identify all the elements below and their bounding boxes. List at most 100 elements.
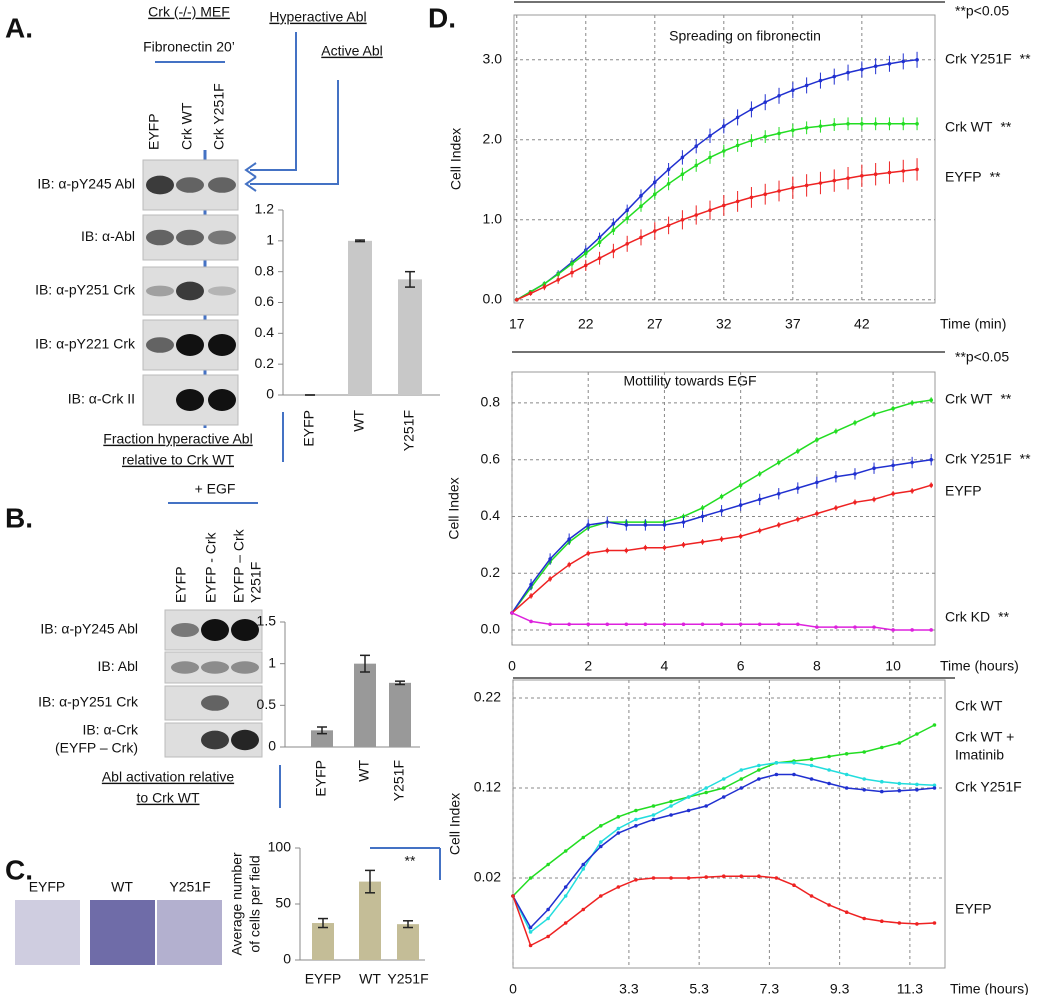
x-axis-label: Fraction hyperactive Abl bbox=[103, 431, 252, 447]
y-tick-label: 0.4 bbox=[481, 507, 501, 523]
panel-label: D. bbox=[428, 2, 456, 33]
point bbox=[757, 763, 761, 768]
point bbox=[563, 885, 568, 889]
point bbox=[652, 229, 657, 233]
band bbox=[146, 285, 174, 297]
point bbox=[542, 285, 547, 289]
y-axis-label: Cell Index bbox=[447, 793, 463, 855]
lane-label: EYFP - Crk bbox=[203, 531, 219, 603]
point bbox=[680, 218, 685, 222]
band bbox=[176, 229, 204, 246]
blot-label: IB: α-pY251 Crk bbox=[38, 694, 139, 710]
point bbox=[624, 523, 629, 527]
x-tick-label: 11.3 bbox=[897, 981, 923, 995]
point bbox=[915, 58, 919, 62]
point bbox=[634, 824, 638, 828]
band bbox=[208, 334, 236, 356]
point bbox=[511, 894, 515, 898]
point bbox=[694, 213, 699, 217]
point bbox=[651, 817, 656, 822]
point bbox=[763, 100, 768, 104]
x-tick-label: 0 bbox=[509, 981, 517, 995]
point bbox=[832, 178, 837, 183]
point bbox=[529, 619, 533, 624]
blot-label: IB: Abl bbox=[98, 658, 138, 674]
band bbox=[208, 389, 236, 411]
x-tick-label: 0 bbox=[508, 658, 516, 674]
point bbox=[669, 804, 673, 808]
point bbox=[776, 491, 781, 496]
x-axis-label: Time (hours) bbox=[950, 981, 1029, 995]
band bbox=[208, 177, 236, 193]
point bbox=[929, 457, 933, 462]
point bbox=[643, 523, 648, 527]
point bbox=[846, 176, 850, 180]
point bbox=[897, 741, 902, 745]
y-tick-label: 1.2 bbox=[255, 201, 275, 217]
point bbox=[891, 491, 895, 496]
point bbox=[722, 203, 726, 208]
point bbox=[791, 128, 795, 132]
series-line bbox=[511, 612, 932, 631]
point bbox=[686, 808, 691, 813]
x-axis-label: to Crk WT bbox=[137, 790, 200, 806]
x-tick-label: 27 bbox=[647, 316, 663, 332]
point bbox=[853, 472, 857, 476]
point bbox=[563, 921, 568, 925]
header: + EGF bbox=[195, 481, 236, 497]
point bbox=[529, 582, 533, 587]
point bbox=[791, 186, 795, 190]
point bbox=[625, 242, 629, 246]
point bbox=[815, 480, 819, 485]
significance: ** bbox=[998, 609, 1009, 625]
y-tick-label: 0.0 bbox=[483, 291, 503, 307]
point bbox=[529, 594, 533, 598]
legend-label: Crk WT + bbox=[955, 729, 1014, 745]
point bbox=[827, 754, 831, 759]
point bbox=[586, 523, 591, 527]
point bbox=[929, 628, 933, 632]
header: Fibronectin 20’ bbox=[143, 39, 235, 55]
point bbox=[862, 777, 867, 781]
point bbox=[599, 844, 603, 849]
series-line bbox=[516, 59, 918, 301]
point bbox=[651, 813, 656, 817]
x-tick-label: Y251F bbox=[391, 760, 407, 801]
x-axis-label: relative to Crk WT bbox=[122, 452, 234, 468]
point bbox=[681, 543, 686, 547]
y-tick-label: 0.4 bbox=[255, 324, 275, 340]
point bbox=[796, 517, 800, 522]
point bbox=[873, 172, 878, 176]
point bbox=[611, 249, 616, 253]
point bbox=[901, 169, 906, 173]
point bbox=[815, 511, 819, 516]
band bbox=[171, 661, 199, 674]
arrow bbox=[250, 80, 339, 185]
point bbox=[776, 622, 781, 627]
point bbox=[669, 876, 673, 880]
series-line bbox=[512, 875, 935, 947]
image-label: EYFP bbox=[29, 879, 66, 895]
point bbox=[652, 192, 657, 196]
point bbox=[708, 208, 712, 212]
point bbox=[844, 772, 849, 777]
point bbox=[860, 174, 864, 178]
point bbox=[872, 625, 876, 629]
point bbox=[666, 182, 671, 186]
y-axis-label: Cell Index bbox=[446, 477, 462, 539]
band bbox=[201, 730, 229, 750]
point bbox=[662, 622, 667, 627]
lane-label: Y251F bbox=[248, 562, 264, 603]
arrow-label: Active Abl bbox=[321, 43, 382, 59]
error-bar bbox=[365, 869, 375, 894]
point bbox=[735, 115, 740, 120]
x-tick-label: 37 bbox=[785, 316, 801, 332]
point bbox=[735, 199, 740, 204]
point bbox=[873, 64, 878, 68]
point bbox=[862, 916, 867, 921]
band bbox=[231, 619, 259, 641]
point bbox=[932, 786, 937, 790]
series-line bbox=[516, 123, 918, 301]
point bbox=[583, 251, 588, 256]
point bbox=[651, 876, 656, 880]
